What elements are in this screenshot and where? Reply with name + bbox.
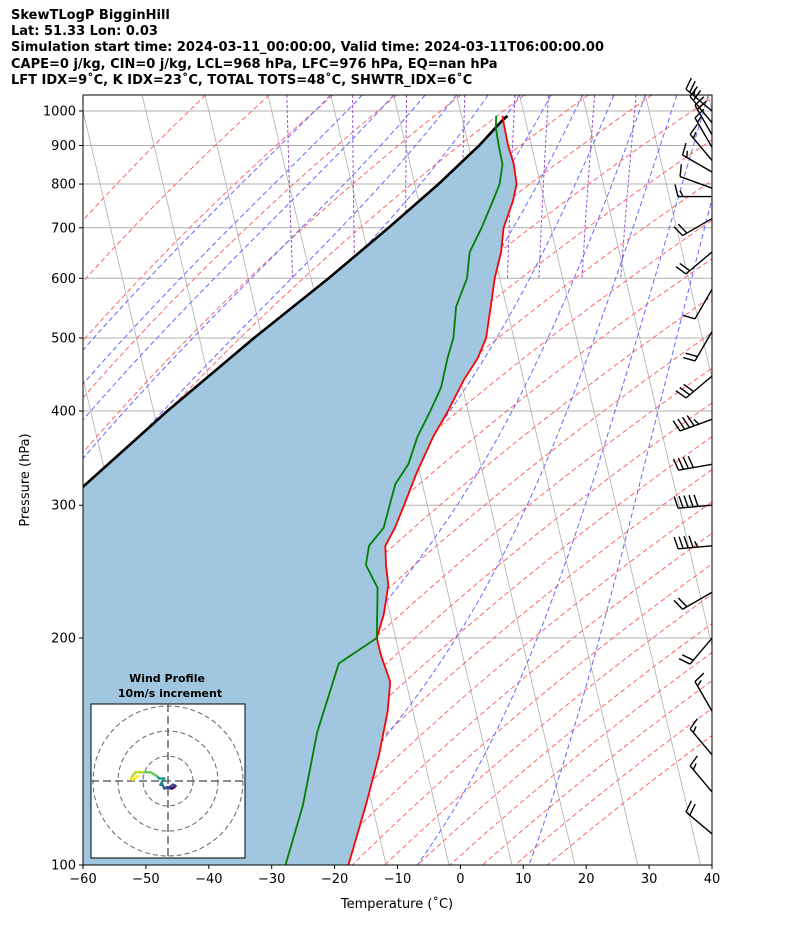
y-tick-label: 400 (51, 405, 76, 420)
hodograph-title: Wind Profile (129, 672, 205, 685)
isotherm (519, 95, 702, 865)
dry-adiabat (83, 95, 334, 342)
hodograph-plot (91, 704, 245, 858)
isotherm (582, 95, 712, 648)
wind-barb (689, 123, 713, 161)
moist-adiabat (528, 197, 712, 865)
dewpoint-line (284, 115, 504, 865)
isotherm (644, 95, 712, 381)
parcel-path-line (83, 114, 509, 489)
x-axis-label: Temperature (˚C) (340, 896, 453, 912)
wind-barb (673, 494, 713, 509)
y-tick-label: 600 (51, 272, 76, 287)
y-axis-label: Pressure (hPa) (18, 433, 33, 526)
time-text: Simulation start time: 2024-03-11_00:00:… (11, 40, 604, 56)
wind-barb (672, 415, 713, 432)
moist-adiabat (83, 95, 363, 385)
wind-barb (674, 184, 712, 198)
wind-barb (673, 591, 713, 610)
y-tick-label: 100 (51, 859, 76, 874)
dry-adiabat (286, 501, 712, 865)
wind-barb (673, 535, 713, 550)
wind-barb (672, 455, 713, 471)
wind-barb (685, 77, 713, 112)
wind-barbs (672, 77, 713, 835)
x-tick-label: 30 (641, 872, 658, 887)
wind-barb (682, 331, 713, 362)
x-tick-label: 0 (456, 872, 464, 887)
x-tick-label: −30 (258, 872, 285, 887)
moist-adiabat (274, 95, 678, 865)
x-tick-label: 20 (578, 872, 595, 887)
isotherm (0, 95, 72, 865)
moist-adiabat (83, 95, 458, 502)
x-tick-label: 10 (515, 872, 532, 887)
x-axis: −60 −50 −40 −30 −20 −10 0 10 20 30 40 (69, 865, 720, 887)
dry-adiabat (83, 95, 206, 222)
dry-adiabat (189, 402, 712, 865)
hodograph-subtitle: 10m/s increment (118, 687, 222, 700)
moist-adiabat (153, 95, 646, 865)
wind-barb (681, 142, 713, 173)
wind-barb (694, 96, 713, 136)
wind-barb (689, 718, 713, 756)
mixing-ratio-line (286, 95, 294, 279)
x-tick-label: −20 (321, 872, 348, 887)
hodograph: Wind Profile 10m/s increment (90, 672, 246, 859)
mixing-ratio-line (581, 95, 596, 279)
wind-barb (679, 164, 713, 189)
y-tick-label: 300 (51, 499, 76, 514)
wind-barb (694, 108, 713, 148)
indices-text: LFT IDX=9˚C, K IDX=23˚C, TOTAL TOTS=48˚C… (11, 72, 473, 88)
wind-barb (678, 637, 713, 665)
x-tick-label: −60 (69, 872, 96, 887)
cape-shading (83, 115, 517, 865)
temperature-line (347, 115, 518, 865)
location-text: Lat: 51.33 Lon: 0.03 (11, 24, 158, 40)
dry-adiabat (83, 95, 462, 454)
cape-area (83, 115, 517, 865)
mixing-ratio-line (352, 95, 356, 279)
y-tick-label: 1000 (43, 104, 76, 119)
dry-adiabat (83, 95, 398, 399)
isotherm (0, 95, 9, 865)
dry-adiabat (221, 436, 712, 865)
isotherm (330, 95, 513, 865)
y-tick-label: 900 (51, 139, 76, 154)
x-tick-label: −50 (132, 872, 159, 887)
hodograph-segment (129, 771, 137, 780)
x-tick-label: −10 (384, 872, 411, 887)
moist-adiabat (83, 95, 615, 840)
y-tick-label: 500 (51, 331, 76, 346)
wind-barb (689, 755, 713, 793)
x-tick-label: −40 (195, 872, 222, 887)
mixing-ratio-line (620, 95, 637, 279)
y-axis: 100 200 300 400 500 600 700 800 900 1000 (43, 104, 83, 874)
dry-adiabat (83, 95, 525, 507)
y-tick-label: 700 (51, 221, 76, 236)
isotherm (707, 95, 712, 113)
y-tick-label: 800 (51, 178, 76, 193)
wind-barb (682, 289, 713, 320)
hodograph-segment (131, 774, 140, 781)
wind-barb (673, 217, 713, 237)
isotherm (771, 95, 794, 865)
x-tick-label: 40 (704, 872, 721, 887)
wind-barb (694, 672, 713, 712)
profiles (83, 114, 518, 865)
wind-barb (675, 251, 713, 275)
wind-barb (675, 375, 713, 399)
dry-adiabat (319, 532, 712, 865)
y-tick-label: 200 (51, 632, 76, 647)
dry-adiabat (156, 367, 712, 865)
moist-adiabat (417, 95, 709, 865)
cape-text: CAPE=0 j/kg, CIN=0 j/kg, LCL=968 hPa, LF… (11, 56, 498, 72)
wind-barb (689, 86, 713, 124)
chart-title: SkewTLogP BigginHill (11, 8, 170, 23)
dry-adiabat (514, 707, 712, 865)
wind-barb (685, 800, 713, 835)
